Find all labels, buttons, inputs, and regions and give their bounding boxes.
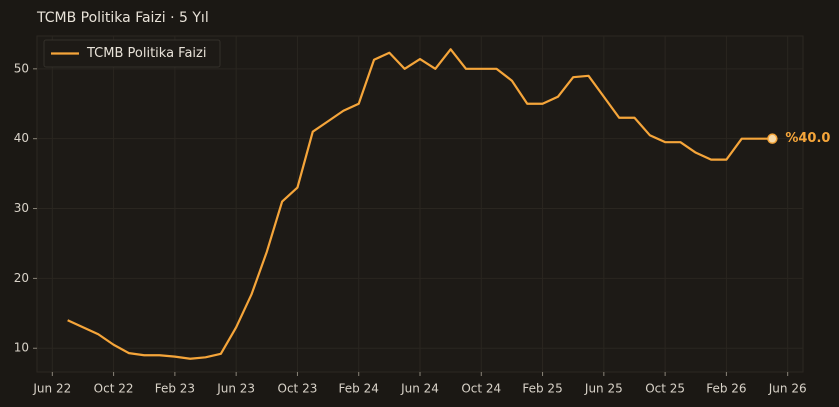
line-series bbox=[67, 48, 773, 360]
value-label: %40.0 bbox=[785, 131, 830, 146]
x-tick-label: Oct 22 bbox=[94, 382, 134, 396]
x-tick-label: Oct 24 bbox=[461, 382, 501, 396]
y-tick-label: 10 bbox=[14, 341, 29, 355]
x-tick-label: Jun 22 bbox=[32, 382, 71, 396]
x-tick-label: Jun 23 bbox=[216, 382, 255, 396]
x-tick-label: Feb 25 bbox=[522, 382, 562, 396]
y-tick-label: 20 bbox=[14, 271, 29, 285]
x-tick-label: Oct 23 bbox=[278, 382, 318, 396]
legend-label: TCMB Politika Faizi bbox=[86, 46, 206, 61]
x-tick-label: Feb 26 bbox=[706, 382, 746, 396]
y-tick-label: 40 bbox=[14, 131, 29, 145]
y-tick-label: 50 bbox=[14, 61, 29, 75]
chart-title: TCMB Politika Faizi · 5 Yıl bbox=[36, 10, 209, 26]
end-point bbox=[767, 133, 778, 144]
x-tick-label: Jun 25 bbox=[584, 382, 623, 396]
x-tick-label: Feb 23 bbox=[155, 382, 195, 396]
y-tick-label: 30 bbox=[14, 201, 29, 215]
x-tick-label: Oct 25 bbox=[645, 382, 685, 396]
legend-box bbox=[43, 39, 221, 68]
x-tick-label: Feb 24 bbox=[339, 382, 379, 396]
x-tick-label: Jun 26 bbox=[768, 382, 807, 396]
x-tick-label: Jun 24 bbox=[400, 382, 439, 396]
